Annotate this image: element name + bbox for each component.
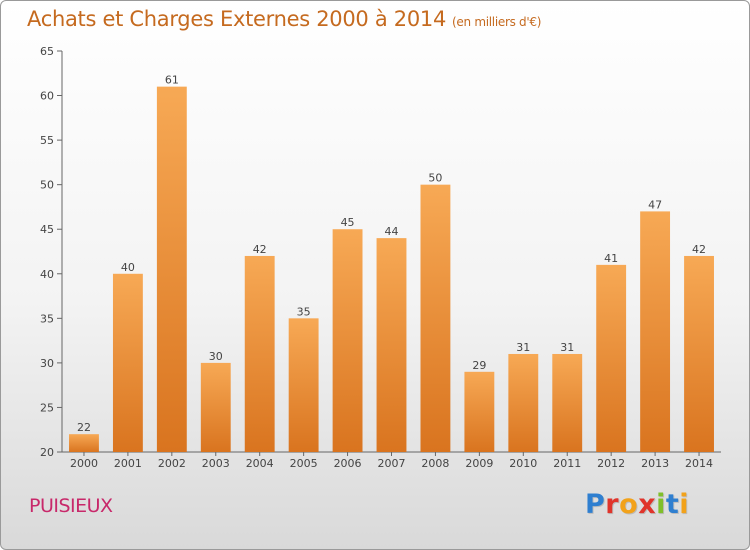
data-labels: 22 40 61 30 42 35 45 44 50 29 31 31 41 47 42 — [77, 74, 706, 435]
y-tick-label: 25 — [40, 401, 54, 414]
bar — [508, 353, 539, 452]
x-tick-label: 2000 — [70, 457, 98, 470]
logo-letter: i — [679, 489, 690, 520]
data-label: 30 — [209, 350, 223, 363]
proxiti-logo[interactable]: Proxiti — [585, 489, 689, 520]
x-tick-label: 2007 — [378, 457, 406, 470]
y-tick-label: 40 — [40, 268, 54, 281]
bars — [69, 86, 714, 453]
logo-letter: i — [656, 489, 666, 520]
logo-letter: x — [638, 489, 657, 520]
data-label: 31 — [516, 341, 530, 354]
data-label: 50 — [428, 172, 442, 185]
data-label: 47 — [648, 198, 662, 211]
bar — [596, 264, 627, 452]
bar — [464, 371, 495, 452]
y-tick-label: 35 — [40, 312, 54, 325]
bar — [332, 229, 363, 452]
data-label: 31 — [560, 341, 574, 354]
y-tick-label: 55 — [40, 134, 54, 147]
data-label: 22 — [77, 421, 91, 434]
chart-title-row: Achats et Charges Externes 2000 à 2014 (e… — [27, 7, 541, 31]
x-tick-label: 2010 — [509, 457, 537, 470]
x-tick-label: 2011 — [553, 457, 581, 470]
y-tick-label: 60 — [40, 90, 54, 103]
bar — [684, 255, 714, 452]
chart-title: Achats et Charges Externes 2000 à 2014 — [27, 7, 447, 31]
x-tick-label: 2012 — [597, 457, 625, 470]
logo-letter: t — [665, 489, 680, 520]
bar — [112, 273, 143, 452]
y-tick-label: 30 — [40, 357, 54, 370]
x-tick-label: 2013 — [641, 457, 669, 470]
x-tick-label: 2001 — [114, 457, 142, 470]
chart-subtitle: (en milliers d'€) — [452, 15, 542, 29]
bar — [640, 211, 671, 452]
x-tick-label: 2003 — [202, 457, 230, 470]
data-label: 44 — [385, 225, 399, 238]
bar — [376, 238, 407, 452]
data-label: 42 — [692, 243, 706, 256]
x-tick-label: 2008 — [421, 457, 449, 470]
logo-letter: r — [605, 489, 620, 520]
data-label: 35 — [297, 305, 311, 318]
bar — [420, 184, 451, 452]
bar — [288, 318, 319, 452]
y-tick-label: 45 — [40, 223, 54, 236]
x-tick-label: 2009 — [465, 457, 493, 470]
y-tick-label: 50 — [40, 179, 54, 192]
place-name: PUISIEUX — [29, 495, 113, 517]
x-tick-label: 2002 — [158, 457, 186, 470]
x-tick-label: 2004 — [246, 457, 274, 470]
data-label: 29 — [472, 359, 486, 372]
data-label: 45 — [341, 216, 355, 229]
bar — [200, 362, 231, 452]
data-label: 42 — [253, 243, 267, 256]
data-label: 40 — [121, 261, 135, 274]
x-tick-label: 2006 — [334, 457, 362, 470]
logo-letter: o — [619, 489, 639, 520]
data-label: 41 — [604, 252, 618, 265]
data-label: 61 — [165, 74, 179, 87]
bar — [69, 434, 99, 452]
y-tick-label: 20 — [40, 446, 54, 459]
axes: 20 25 30 35 40 45 50 55 60 65 2000 2001 2002 2003 2004… — [40, 45, 721, 470]
y-tick-label: 65 — [40, 45, 54, 58]
logo-letter: P — [585, 489, 606, 520]
x-tick-label: 2014 — [685, 457, 713, 470]
bar — [244, 255, 275, 452]
bar — [552, 353, 583, 452]
x-tick-label: 2005 — [290, 457, 318, 470]
bar — [156, 86, 187, 453]
